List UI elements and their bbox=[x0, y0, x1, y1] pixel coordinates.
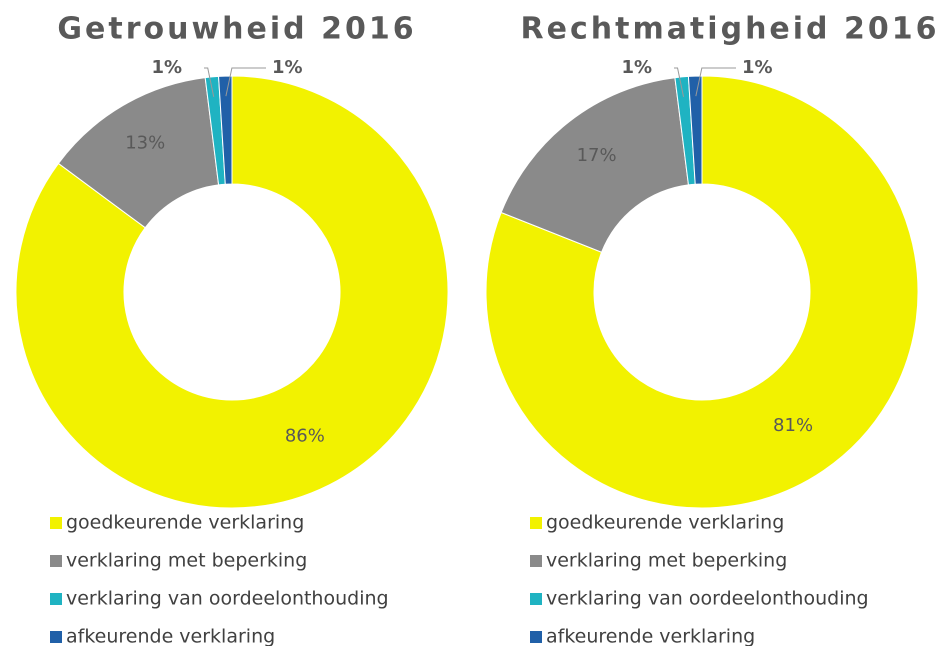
data-label: 1% bbox=[742, 57, 773, 78]
legend-marker bbox=[530, 517, 542, 529]
legend-label: goedkeurende verklaring bbox=[66, 512, 304, 534]
data-label: 1% bbox=[151, 57, 182, 78]
data-label: 81% bbox=[773, 415, 813, 436]
legend-marker bbox=[530, 631, 542, 643]
legend-marker bbox=[530, 555, 542, 567]
legend-label: verklaring van oordeelonthouding bbox=[66, 588, 389, 610]
leader-line bbox=[204, 67, 215, 97]
data-label: 17% bbox=[577, 145, 617, 166]
legend-label: verklaring met beperking bbox=[546, 550, 787, 572]
legend-label: goedkeurende verklaring bbox=[546, 512, 784, 534]
legend-marker bbox=[530, 593, 542, 605]
leader-line bbox=[674, 67, 685, 97]
donut-segment bbox=[687, 75, 703, 185]
donut-segment bbox=[15, 75, 449, 509]
legend-marker bbox=[50, 517, 62, 529]
legend-label: verklaring van oordeelonthouding bbox=[546, 588, 869, 610]
donut-segment bbox=[500, 77, 690, 253]
legend-marker bbox=[50, 593, 62, 605]
legend-label: afkeurende verklaring bbox=[546, 626, 755, 646]
donut-segment bbox=[218, 75, 233, 185]
data-label: 13% bbox=[125, 132, 165, 153]
legend-marker bbox=[50, 631, 62, 643]
data-label: 86% bbox=[285, 426, 325, 447]
chart-title: Getrouwheid 2016 bbox=[57, 12, 416, 47]
legend-marker bbox=[50, 555, 62, 567]
leader-line bbox=[225, 67, 266, 97]
chart-title: Rechtmatigheid 2016 bbox=[521, 12, 940, 47]
legend-label: verklaring met beperking bbox=[66, 550, 307, 572]
donut-segment bbox=[485, 75, 919, 509]
leader-line bbox=[695, 67, 736, 97]
legend-label: afkeurende verklaring bbox=[66, 626, 275, 646]
data-label: 1% bbox=[621, 57, 652, 78]
data-label: 1% bbox=[272, 57, 303, 78]
